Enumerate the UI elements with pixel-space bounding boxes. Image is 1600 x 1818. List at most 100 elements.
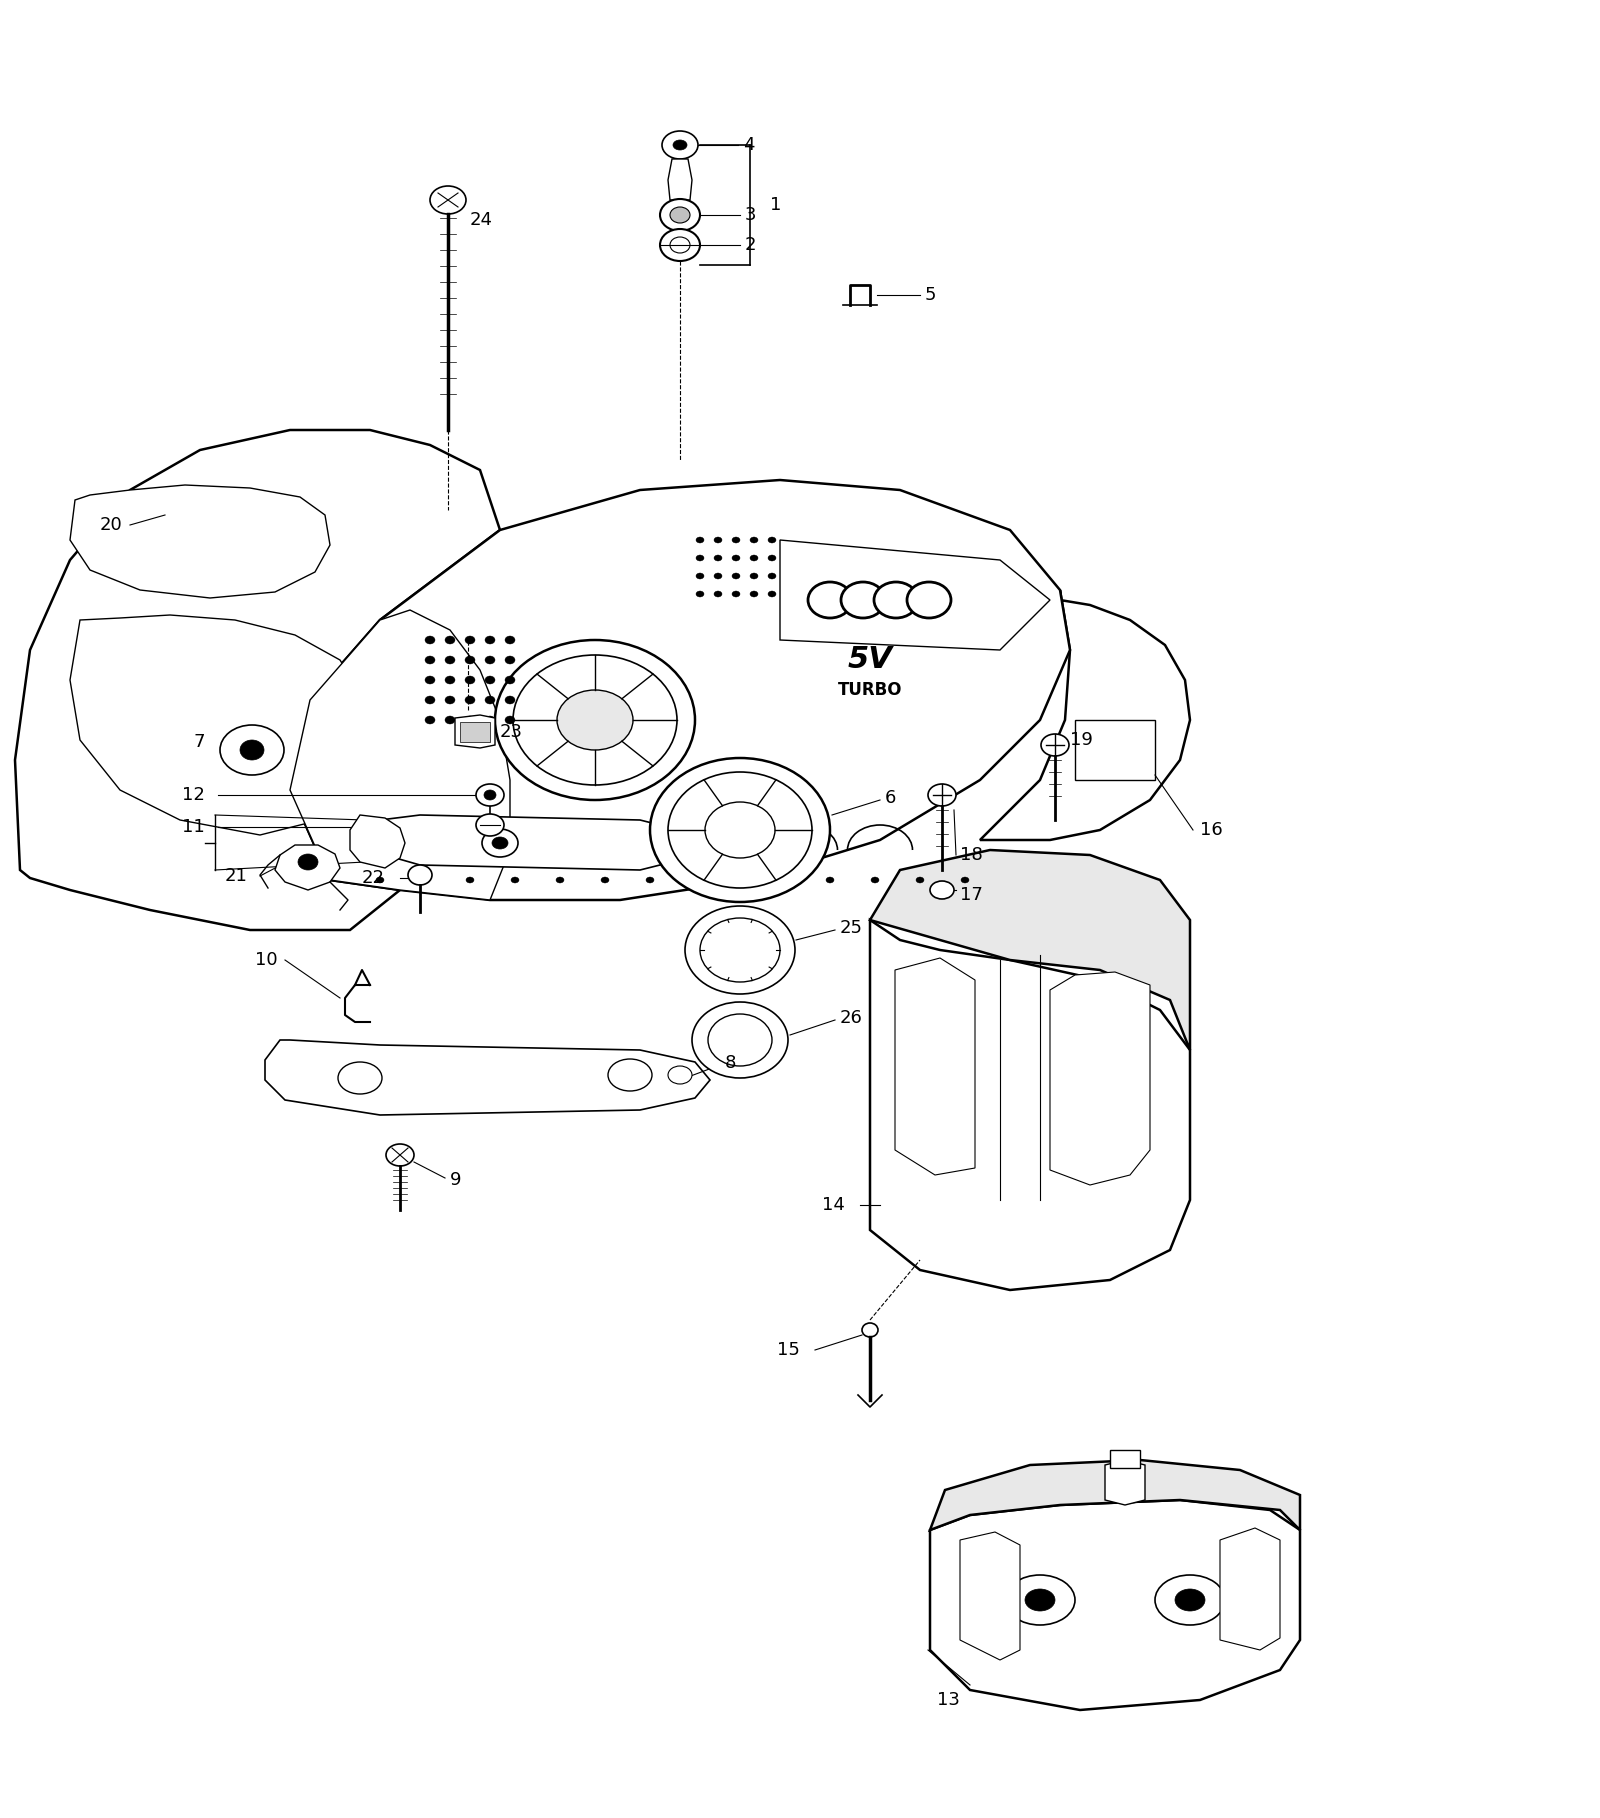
Ellipse shape: [696, 536, 704, 544]
Ellipse shape: [557, 691, 634, 751]
Ellipse shape: [750, 591, 758, 596]
Text: 1: 1: [770, 196, 781, 215]
Text: 17: 17: [960, 885, 982, 904]
Polygon shape: [461, 722, 490, 742]
Ellipse shape: [736, 876, 744, 884]
Polygon shape: [350, 814, 405, 867]
Ellipse shape: [1174, 1589, 1205, 1611]
Text: 11: 11: [182, 818, 205, 836]
Text: 2: 2: [746, 236, 757, 255]
Text: 10: 10: [256, 951, 278, 969]
Text: 23: 23: [499, 724, 523, 742]
Ellipse shape: [706, 802, 774, 858]
Ellipse shape: [661, 229, 701, 262]
Ellipse shape: [466, 696, 475, 704]
Ellipse shape: [426, 676, 435, 684]
Ellipse shape: [298, 854, 318, 871]
Ellipse shape: [421, 876, 429, 884]
Ellipse shape: [445, 636, 454, 644]
Ellipse shape: [691, 876, 699, 884]
Ellipse shape: [862, 1324, 878, 1336]
Text: 25: 25: [840, 920, 862, 936]
Ellipse shape: [426, 716, 435, 724]
Ellipse shape: [1155, 1574, 1226, 1625]
Polygon shape: [930, 1460, 1299, 1531]
Ellipse shape: [482, 829, 518, 856]
Polygon shape: [290, 611, 510, 900]
Ellipse shape: [707, 1014, 771, 1065]
Polygon shape: [979, 591, 1190, 840]
Ellipse shape: [1026, 1589, 1054, 1611]
Ellipse shape: [646, 876, 654, 884]
Ellipse shape: [714, 554, 722, 562]
Text: 15: 15: [778, 1342, 800, 1360]
Text: 19: 19: [1070, 731, 1093, 749]
Ellipse shape: [696, 554, 704, 562]
Ellipse shape: [477, 814, 504, 836]
Ellipse shape: [781, 876, 789, 884]
Ellipse shape: [466, 656, 475, 664]
Ellipse shape: [445, 696, 454, 704]
Text: 4: 4: [742, 136, 755, 155]
Ellipse shape: [714, 591, 722, 596]
Ellipse shape: [768, 591, 776, 596]
Polygon shape: [1106, 1460, 1146, 1505]
Ellipse shape: [506, 716, 515, 724]
Ellipse shape: [510, 876, 518, 884]
Ellipse shape: [685, 905, 795, 994]
Ellipse shape: [874, 582, 918, 618]
Ellipse shape: [768, 536, 776, 544]
Text: 3: 3: [746, 205, 757, 224]
Ellipse shape: [493, 836, 509, 849]
Ellipse shape: [674, 140, 686, 151]
Polygon shape: [14, 431, 499, 931]
Polygon shape: [894, 958, 974, 1174]
Ellipse shape: [506, 676, 515, 684]
Ellipse shape: [430, 185, 466, 215]
Polygon shape: [930, 1500, 1299, 1711]
Polygon shape: [1110, 1451, 1139, 1467]
Ellipse shape: [506, 636, 515, 644]
Ellipse shape: [485, 716, 494, 724]
Ellipse shape: [445, 716, 454, 724]
Text: 13: 13: [938, 1691, 960, 1709]
Ellipse shape: [768, 554, 776, 562]
Polygon shape: [781, 540, 1050, 651]
Ellipse shape: [506, 656, 515, 664]
Ellipse shape: [426, 636, 435, 644]
Text: 5V: 5V: [848, 645, 893, 674]
Ellipse shape: [426, 696, 435, 704]
Ellipse shape: [826, 876, 834, 884]
Ellipse shape: [386, 1144, 414, 1165]
Ellipse shape: [842, 582, 885, 618]
Ellipse shape: [733, 554, 739, 562]
Ellipse shape: [701, 918, 781, 982]
Ellipse shape: [485, 696, 494, 704]
Text: 5: 5: [925, 285, 936, 304]
Ellipse shape: [466, 636, 475, 644]
Polygon shape: [70, 485, 330, 598]
Ellipse shape: [240, 740, 264, 760]
Ellipse shape: [669, 1065, 691, 1084]
Polygon shape: [266, 1040, 710, 1114]
Text: 8: 8: [725, 1054, 736, 1073]
Ellipse shape: [557, 876, 563, 884]
Ellipse shape: [733, 591, 739, 596]
Ellipse shape: [661, 198, 701, 231]
Polygon shape: [1050, 973, 1150, 1185]
Ellipse shape: [768, 573, 776, 578]
Text: 26: 26: [840, 1009, 862, 1027]
Text: 6: 6: [885, 789, 896, 807]
Ellipse shape: [514, 654, 677, 785]
Polygon shape: [1221, 1527, 1280, 1651]
Ellipse shape: [670, 207, 690, 224]
Polygon shape: [669, 158, 691, 200]
Text: 12: 12: [182, 785, 205, 804]
Ellipse shape: [733, 536, 739, 544]
Ellipse shape: [930, 882, 954, 898]
Ellipse shape: [221, 725, 285, 774]
Text: 20: 20: [99, 516, 122, 534]
Ellipse shape: [608, 1060, 653, 1091]
Polygon shape: [70, 614, 374, 834]
Polygon shape: [960, 1533, 1021, 1660]
